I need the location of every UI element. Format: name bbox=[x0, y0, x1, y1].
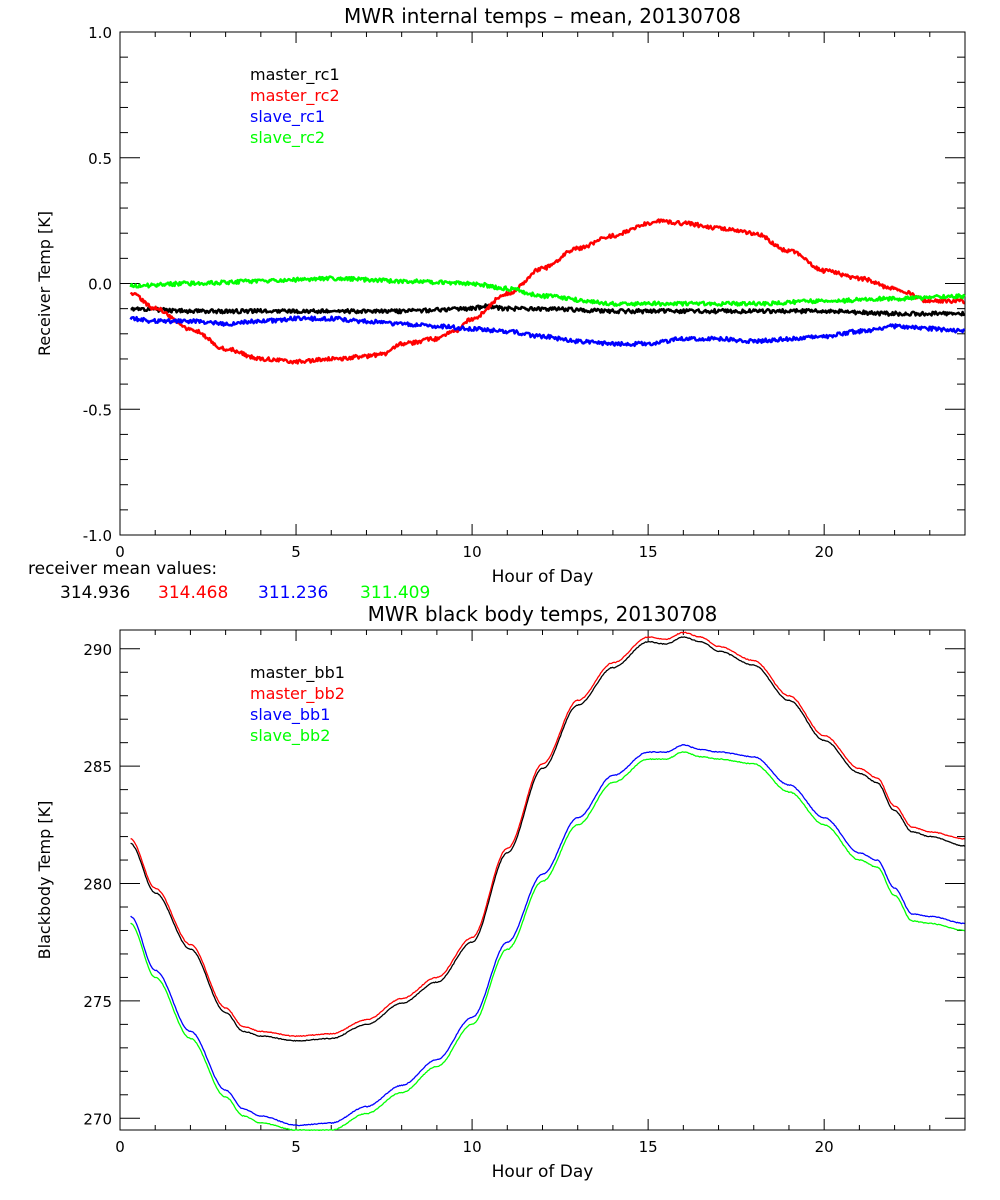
chart-title: MWR internal temps – mean, 20130708 bbox=[344, 4, 741, 28]
legend-entry: master_rc1 bbox=[250, 65, 340, 85]
legend-entry: slave_rc1 bbox=[250, 107, 325, 127]
receiver-mean-value: 311.236 bbox=[258, 583, 328, 603]
y-tick-label: -0.5 bbox=[83, 401, 112, 419]
x-tick-label: 10 bbox=[463, 1138, 482, 1156]
series-line-master-rc2 bbox=[129, 218, 965, 365]
x-axis-label: Hour of Day bbox=[492, 1162, 594, 1182]
x-tick-label: 5 bbox=[291, 543, 301, 561]
receiver-mean-value: 314.936 bbox=[60, 583, 130, 603]
x-axis-label: Hour of Day bbox=[492, 567, 594, 587]
y-tick-label: 275 bbox=[83, 993, 112, 1011]
legend-entry: master_bb2 bbox=[250, 684, 345, 704]
legend-entry: master_bb1 bbox=[250, 663, 345, 683]
y-tick-label: 280 bbox=[83, 876, 112, 894]
y-axis-label: Blackbody Temp [K] bbox=[35, 801, 54, 960]
receiver-mean-value: 311.409 bbox=[360, 583, 430, 603]
x-tick-label: 20 bbox=[815, 1138, 834, 1156]
series-line-slave-bb2 bbox=[130, 751, 965, 1132]
y-tick-label: 1.0 bbox=[88, 24, 112, 42]
x-tick-label: 0 bbox=[115, 1138, 125, 1156]
y-tick-label: 290 bbox=[83, 641, 112, 659]
plot-frame bbox=[119, 629, 966, 1131]
x-tick-label: 15 bbox=[639, 543, 658, 561]
plot-frame bbox=[119, 31, 966, 536]
series-line-slave-rc2 bbox=[129, 275, 966, 307]
x-tick-label: 20 bbox=[815, 543, 834, 561]
x-tick-label: 10 bbox=[463, 543, 482, 561]
receiver-mean-value: 314.468 bbox=[158, 583, 228, 603]
series-line-slave-bb1 bbox=[130, 744, 965, 1127]
receiver-mean-label: receiver mean values: bbox=[28, 559, 217, 579]
series-line-master-bb2 bbox=[130, 631, 965, 1038]
series-line-slave-rc1 bbox=[129, 315, 966, 348]
y-tick-label: 0.5 bbox=[88, 150, 112, 168]
y-tick-label: 285 bbox=[83, 758, 112, 776]
legend-entry: slave_rc2 bbox=[250, 128, 325, 148]
chart-panel-1: 0 5 10 15 20 -1.0 -0.5 0.0 0.5 1.0 MWR internal te… bbox=[35, 4, 966, 587]
legend-entry: slave_bb1 bbox=[250, 705, 330, 725]
x-tick-label: 5 bbox=[291, 1138, 301, 1156]
series-line-master-rc1 bbox=[130, 303, 966, 317]
x-tick-label: 0 bbox=[115, 543, 125, 561]
chart-panel-2: 0 5 10 15 20 270 275 280 285 290 MWR black body te… bbox=[35, 602, 966, 1182]
series-line-master-bb1 bbox=[130, 636, 966, 1042]
y-tick-label: -1.0 bbox=[83, 527, 112, 545]
chart-title: MWR black body temps, 20130708 bbox=[368, 602, 718, 626]
x-tick-label: 15 bbox=[639, 1138, 658, 1156]
y-axis-label: Receiver Temp [K] bbox=[35, 211, 54, 356]
y-tick-label: 270 bbox=[83, 1110, 112, 1128]
legend-entry: slave_bb2 bbox=[250, 726, 330, 746]
legend-entry: master_rc2 bbox=[250, 86, 340, 106]
y-tick-label: 0.0 bbox=[88, 276, 112, 294]
